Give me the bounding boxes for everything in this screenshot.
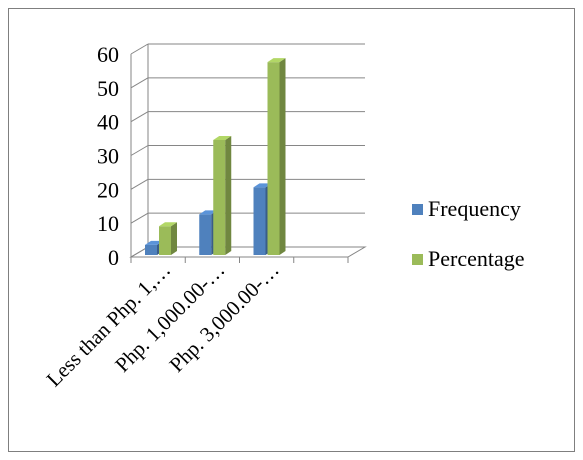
bar-percentage-2: [267, 58, 286, 256]
bar-front: [145, 244, 157, 255]
legend: Frequency Percentage: [412, 196, 525, 271]
bar-side: [225, 135, 232, 255]
gridline-side: [130, 145, 149, 156]
x-axis: Less than Php. 1,…Php. 1,000.00-…Php. 3,…: [42, 257, 349, 391]
bar-top: [145, 240, 163, 245]
bar-top: [267, 58, 286, 63]
bar-top: [253, 183, 272, 188]
bar-front: [213, 139, 226, 255]
legend-label-frequency: Frequency: [428, 196, 521, 221]
bar-top: [213, 135, 232, 140]
gridline-side: [130, 178, 149, 190]
y-tick-label: 60: [97, 42, 119, 67]
gridline-side: [130, 43, 149, 55]
gridline-side: [130, 77, 149, 89]
bar-top: [159, 222, 177, 227]
y-tick-label: 30: [97, 144, 119, 169]
y-axis: 0 10 20 30 40 50 60: [97, 42, 119, 270]
y-tick-label: 20: [97, 177, 119, 202]
legend-swatch-frequency: [412, 204, 423, 215]
bar-top: [199, 210, 218, 215]
bar-percentage-1: [213, 135, 232, 255]
y-tick-label: 40: [97, 110, 119, 135]
y-tick-label: 0: [108, 245, 119, 270]
y-tick-label: 10: [97, 211, 119, 236]
bar-front: [199, 214, 212, 255]
bar-front: [159, 226, 171, 255]
bar-side: [171, 222, 177, 255]
chart-frame: [8, 8, 575, 452]
bar-side: [279, 58, 286, 256]
bar-front: [253, 187, 266, 255]
gridline-side: [130, 212, 149, 224]
gridline-side: [130, 111, 149, 123]
bar-percentage-0: [159, 222, 177, 255]
bar-front: [267, 62, 280, 256]
legend-swatch-percentage: [412, 254, 423, 265]
bars: [145, 58, 286, 256]
y-tick-label: 50: [97, 76, 119, 101]
legend-label-percentage: Percentage: [428, 246, 525, 271]
